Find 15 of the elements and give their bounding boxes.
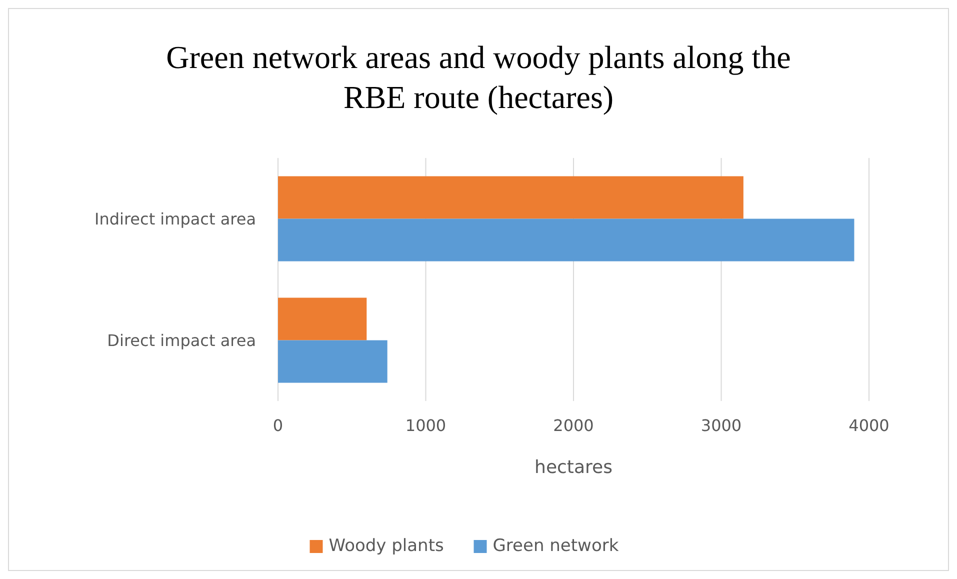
x-tick-label: 2000 [553,416,594,435]
bar [278,176,744,219]
x-tick-label: 1000 [405,416,446,435]
x-tick-label: 0 [272,416,284,435]
legend-label: Green network [492,536,619,556]
chart-title: Green network areas and woody plants along the RBE route (hectares) [166,39,791,115]
legend-label: Woody plants [328,536,444,556]
x-tick-label: 4000 [848,416,890,435]
y-tick-label: Direct impact area [107,330,256,350]
x-tick-label: 3000 [700,416,742,435]
bar [278,340,388,383]
x-axis-title: hectares [534,457,612,478]
y-tick-label: Indirect impact area [94,209,256,228]
bar [278,218,854,262]
bar [278,298,367,340]
